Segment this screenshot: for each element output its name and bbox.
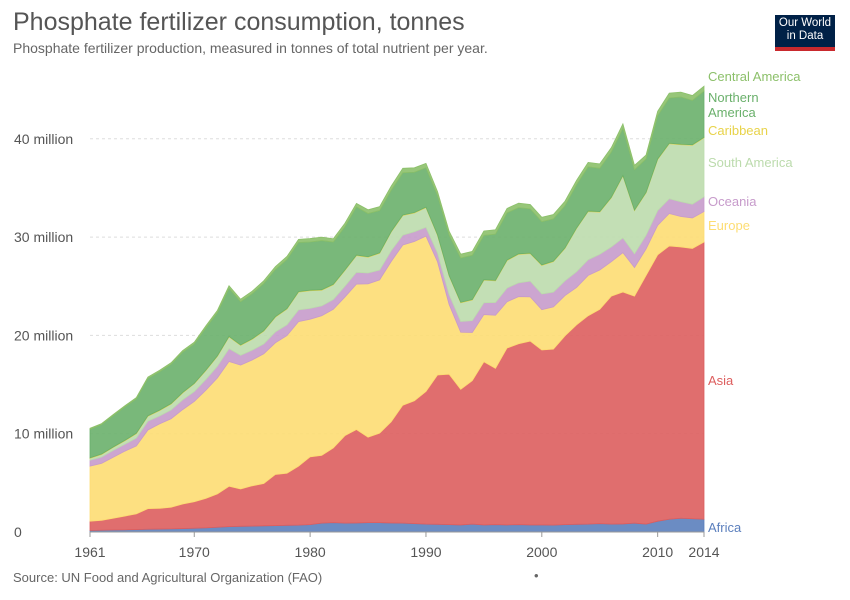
legend-label-caribbean: Caribbean (708, 123, 768, 138)
legend-label-central-america: Central America (708, 69, 801, 84)
logo-line-2: in Data (786, 30, 824, 42)
logo-line-1: Our World (778, 17, 832, 29)
legend-label-south-america: South America (708, 155, 793, 170)
legend-label-oceania: Oceania (708, 194, 757, 209)
footer-dot: • (534, 568, 539, 583)
legend-label-africa: Africa (708, 520, 742, 535)
x-tick-label-3: 1990 (410, 544, 441, 560)
x-tick-label-2: 1980 (295, 544, 326, 560)
x-tick-label-6: 2014 (688, 544, 719, 560)
y-tick-label-2: 20 million (14, 327, 73, 343)
x-tick-label-1: 1970 (179, 544, 210, 560)
chart-subtitle: Phosphate fertilizer production, measure… (13, 40, 488, 56)
x-tick-label-4: 2000 (526, 544, 557, 560)
area-central-america (89, 85, 705, 430)
x-tick-label-5: 2010 (642, 544, 673, 560)
legend-label-europe: Europe (708, 218, 750, 233)
y-tick-label-3: 30 million (14, 229, 73, 245)
y-tick-label-4: 40 million (14, 131, 73, 147)
legend-label-asia: Asia (708, 373, 734, 388)
chart-title: Phosphate fertilizer consumption, tonnes (13, 8, 465, 36)
y-tick-label-1: 10 million (14, 426, 73, 442)
x-tick-label-0: 1961 (74, 544, 105, 560)
legend-label-northern-america: Northern America (708, 90, 759, 120)
source-note[interactable]: Source: UN Food and Agricultural Organiz… (13, 570, 323, 585)
y-tick-label-0: 0 (14, 524, 22, 540)
owid-logo[interactable]: Our World in Data (775, 15, 835, 51)
